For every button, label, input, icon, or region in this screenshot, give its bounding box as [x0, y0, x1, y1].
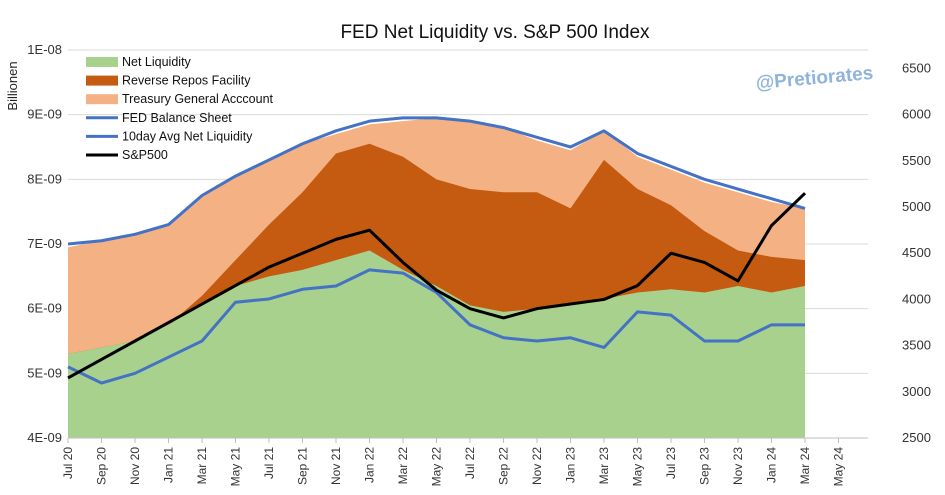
x-tick-label: Mar 21: [195, 447, 209, 485]
y-right-tick-label: 6500: [902, 60, 931, 75]
x-tick-label: May 24: [832, 447, 846, 487]
y-left-tick-label: 5E-09: [27, 365, 62, 380]
y-left-tick-label: 4E-09: [27, 430, 62, 445]
y-left-tick-label: 8E-09: [27, 171, 62, 186]
y-right-tick-label: 3000: [902, 384, 931, 399]
legend-label-treasury-general-acccount: Treasury General Acccount: [122, 92, 274, 106]
legend-label-net-liquidity: Net Liquidity: [122, 55, 192, 69]
y-left-tick-label: 7E-09: [27, 236, 62, 251]
line-layer: [67, 116, 807, 385]
y-right-tick-label: 4500: [902, 245, 931, 260]
x-tick-label: Sep 21: [296, 447, 310, 485]
axis-layer: 4E-09 5E-09 6E-09 7E-09 8E-09 9E-09 1E-08 2500 3…: [27, 42, 931, 486]
x-tick-label: Mar 24: [798, 447, 812, 485]
y-right-tick-label: 5500: [902, 153, 931, 168]
legend-swatch-net-liquidity: [86, 57, 118, 67]
y-right-tick-label: 2500: [902, 430, 931, 445]
legend-swatch-treasury-general-acccount: [86, 94, 118, 105]
x-tick-label: May 22: [430, 447, 444, 487]
x-tick-label: May 23: [631, 447, 645, 487]
legend-label-reverse-repos-facility: Reverse Repos Facility: [122, 74, 251, 88]
x-tick-label: Sep 20: [95, 447, 109, 485]
x-tick-label: Mar 22: [396, 447, 410, 485]
legend-swatch-reverse-repos-facility: [86, 75, 118, 86]
x-tick-label: Jul 22: [463, 447, 477, 479]
legend-label-s-p500: S&P500: [122, 148, 168, 162]
y-left-tick-label: 9E-09: [27, 107, 62, 122]
y-right-tick-label: 5000: [902, 199, 931, 214]
x-tick-label: Nov 23: [731, 447, 745, 485]
x-tick-label: Nov 21: [329, 447, 343, 485]
x-tick-label: Sep 23: [698, 447, 712, 485]
legend-label-fed-balance-sheet: FED Balance Sheet: [122, 111, 232, 125]
x-tick-label: Mar 23: [597, 447, 611, 485]
y-left-tick-label: 6E-09: [27, 301, 62, 316]
y-right-tick-label: 3500: [902, 338, 931, 353]
chart-title: FED Net Liquidity vs. S&P 500 Index: [340, 22, 650, 43]
y-right-tick-label: 6000: [902, 107, 931, 122]
area-net-liquidity: [68, 250, 805, 438]
x-tick-label: May 21: [229, 447, 243, 487]
legend-label-10day-avg-net-liquidity: 10day Avg Net Liquidity: [122, 129, 253, 143]
x-tick-label: Jan 22: [363, 447, 377, 483]
x-tick-label: Jul 23: [664, 447, 678, 479]
x-tick-label: Jul 21: [262, 447, 276, 479]
x-tick-label: Nov 22: [530, 447, 544, 485]
x-tick-label: Nov 20: [128, 447, 142, 485]
x-tick-label: Jul 20: [61, 447, 75, 479]
x-tick-label: Jan 21: [162, 447, 176, 483]
y-left-tick-label: 1E-08: [27, 42, 62, 57]
x-tick-label: Jan 24: [765, 447, 779, 483]
x-tick-label: Sep 22: [497, 447, 511, 485]
y-right-tick-label: 4000: [902, 291, 931, 306]
x-tick-label: Jan 23: [564, 447, 578, 483]
y-axis-title: Billionen: [5, 61, 20, 110]
legend: Net Liquidity Reverse Repos Facility Treas…: [86, 55, 274, 162]
